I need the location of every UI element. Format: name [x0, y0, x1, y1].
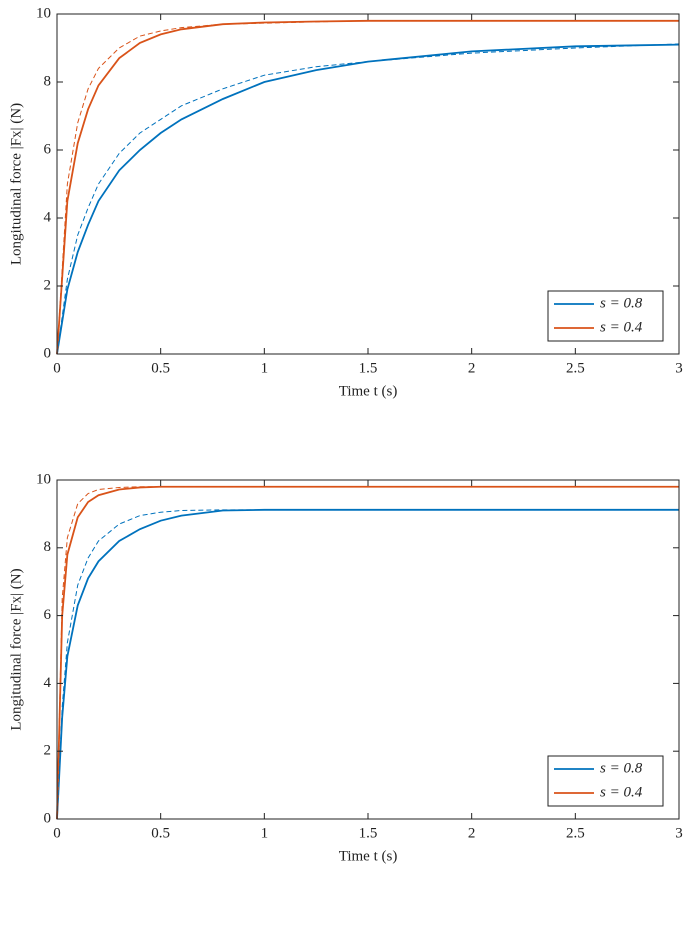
x-tick-label: 2.5 [566, 360, 585, 376]
x-tick-label: 1 [261, 360, 269, 376]
y-tick-label: 8 [44, 73, 52, 89]
legend-label: s = 0.8 [600, 760, 643, 776]
y-tick-label: 2 [44, 277, 52, 293]
x-axis-label: Time t (s) [339, 848, 398, 864]
series-line [56, 43, 680, 355]
y-tick-label: 6 [44, 607, 52, 623]
legend-label: s = 0.4 [600, 319, 643, 335]
x-tick-label: 2.5 [566, 825, 585, 841]
legend-box [547, 755, 664, 807]
y-tick-label: 6 [44, 141, 52, 157]
x-tick-label: 3 [675, 825, 683, 841]
series-line [56, 508, 679, 820]
y-axis-label: Longitudinal force |Fx| (N) [8, 568, 24, 730]
y-axis-label: Longitudinal force |Fx| (N) [8, 103, 24, 265]
legend-label: s = 0.4 [600, 784, 643, 800]
x-tick-label: 1.5 [359, 360, 378, 376]
legend-label: s = 0.8 [600, 295, 643, 311]
x-tick-label: 3 [675, 360, 683, 376]
x-tick-label: 2 [468, 825, 476, 841]
y-tick-label: 8 [44, 539, 52, 555]
x-tick-label: 2 [468, 360, 476, 376]
x-tick-label: 0 [53, 360, 61, 376]
y-tick-label: 4 [44, 675, 52, 691]
y-tick-label: 10 [36, 5, 51, 21]
x-tick-label: 0.5 [151, 825, 170, 841]
y-tick-label: 0 [44, 810, 52, 826]
x-tick-label: 1.5 [359, 825, 378, 841]
y-tick-label: 0 [44, 345, 52, 361]
legend-box [547, 290, 664, 342]
x-tick-label: 1 [261, 825, 269, 841]
series-line [56, 43, 680, 355]
y-tick-label: 10 [36, 471, 51, 487]
series-line [56, 486, 679, 820]
x-tick-label: 0.5 [151, 360, 170, 376]
x-tick-label: 0 [53, 825, 61, 841]
y-tick-label: 4 [44, 209, 52, 225]
y-tick-label: 2 [44, 743, 52, 759]
series-line [56, 20, 679, 355]
x-axis-label: Time t (s) [339, 383, 398, 399]
